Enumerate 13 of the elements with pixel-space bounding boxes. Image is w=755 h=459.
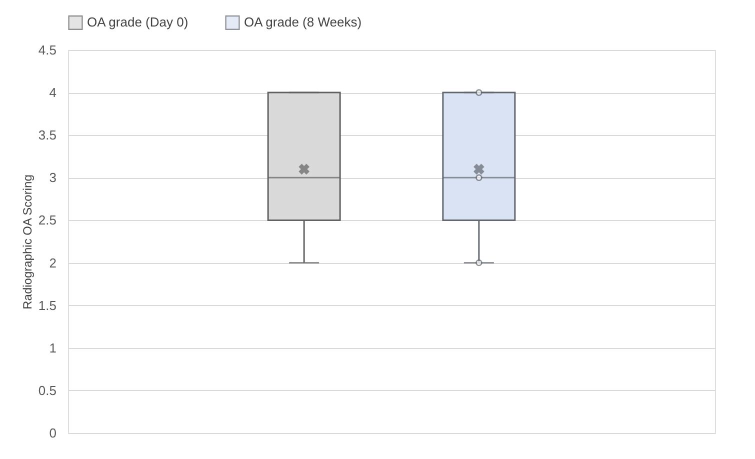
legend-label: OA grade (8 Weeks) <box>244 14 362 30</box>
y-tick-label: 1.5 <box>38 298 56 313</box>
y-tick-label: 4.5 <box>38 42 56 58</box>
legend-label: OA grade (Day 0) <box>87 14 188 30</box>
y-tick-label: 3 <box>49 170 56 186</box>
y-tick-label: 0.5 <box>38 382 56 398</box>
y-tick-label: 2.5 <box>38 212 56 228</box>
y-tick-label: 4 <box>49 85 56 100</box>
y-tick-label: 2 <box>49 255 56 270</box>
y-axis-title: Radiographic OA Scoring <box>20 174 34 310</box>
y-tick-label: 1 <box>49 340 56 356</box>
y-tick-label: 3.5 <box>38 128 56 143</box>
y-tick-label: 0 <box>49 426 56 440</box>
